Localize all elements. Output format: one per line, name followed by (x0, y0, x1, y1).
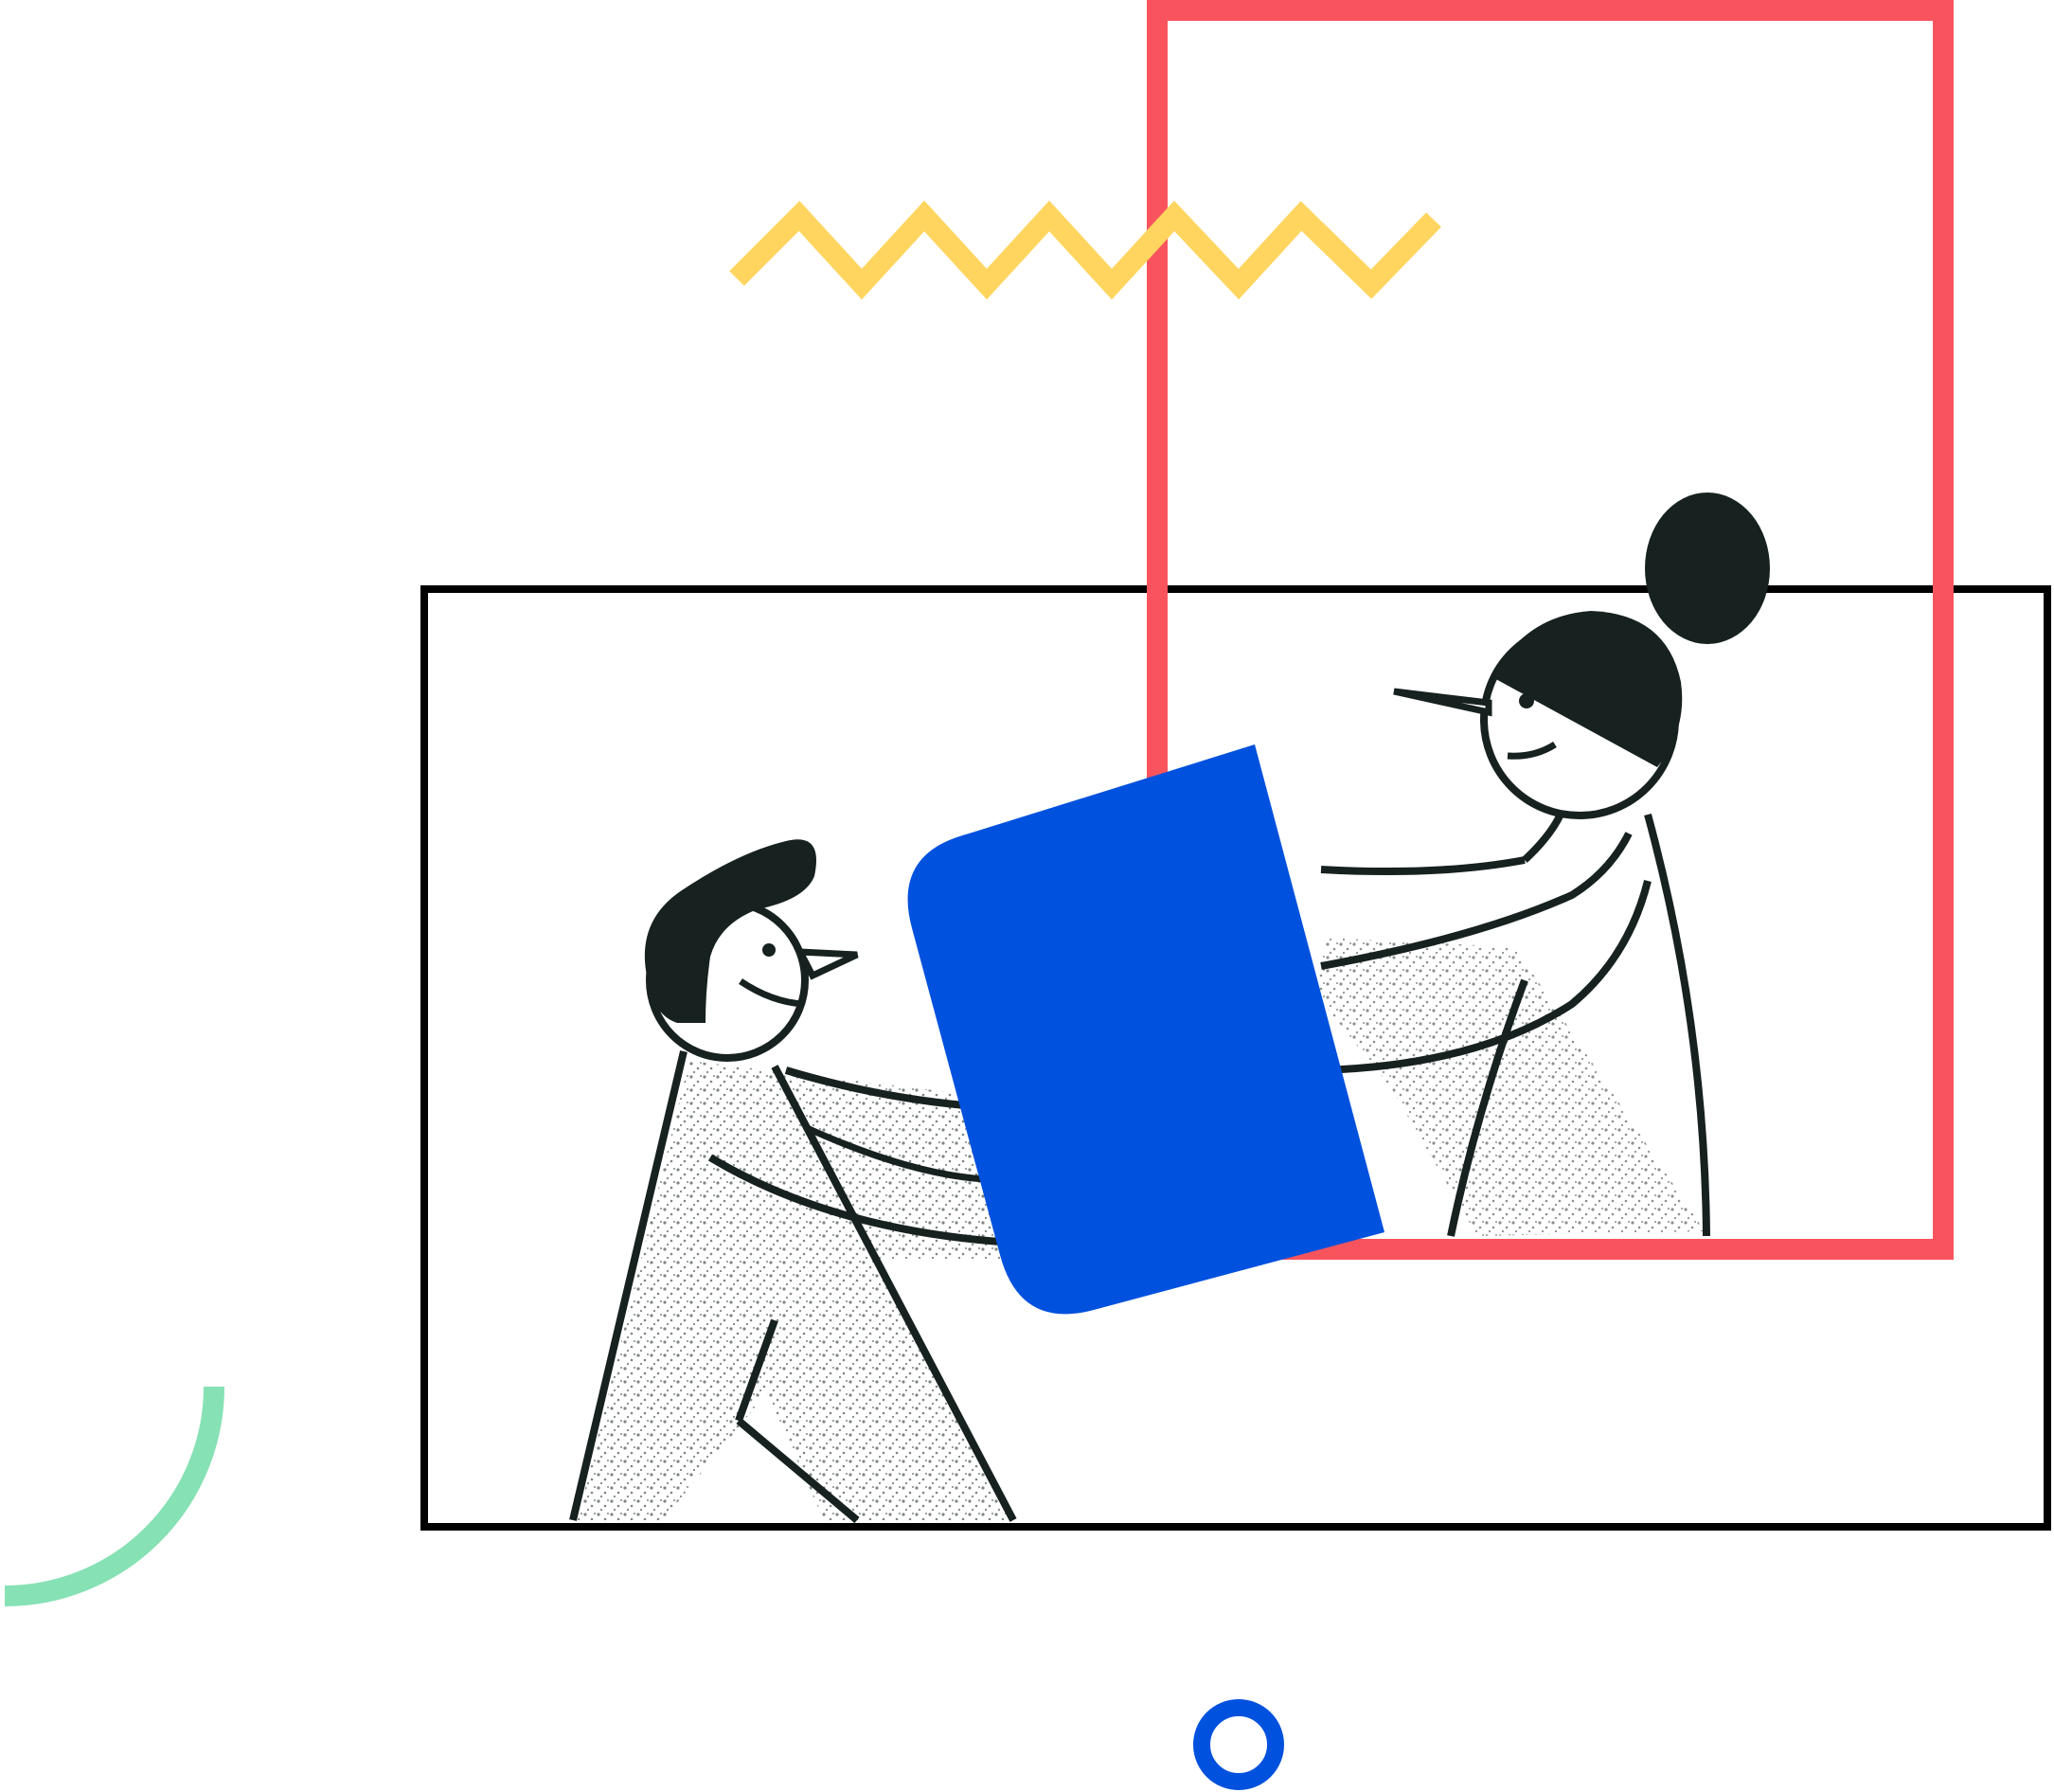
woman-figure (1316, 493, 1770, 1237)
man-body-shading (578, 1061, 1023, 1520)
black-frame (420, 585, 2051, 1531)
woman-hair-bun (1645, 493, 1770, 644)
document-icon (907, 744, 1384, 1315)
ring-icon (1193, 1699, 1284, 1790)
arc-icon (4, 1386, 224, 1606)
woman-hair (1492, 611, 1683, 767)
zigzag-icon (729, 200, 1441, 300)
woman-body-shading (1316, 938, 1705, 1236)
man-hair (644, 839, 816, 1023)
man-figure (569, 839, 1023, 1524)
coral-frame (1147, 0, 1954, 1260)
